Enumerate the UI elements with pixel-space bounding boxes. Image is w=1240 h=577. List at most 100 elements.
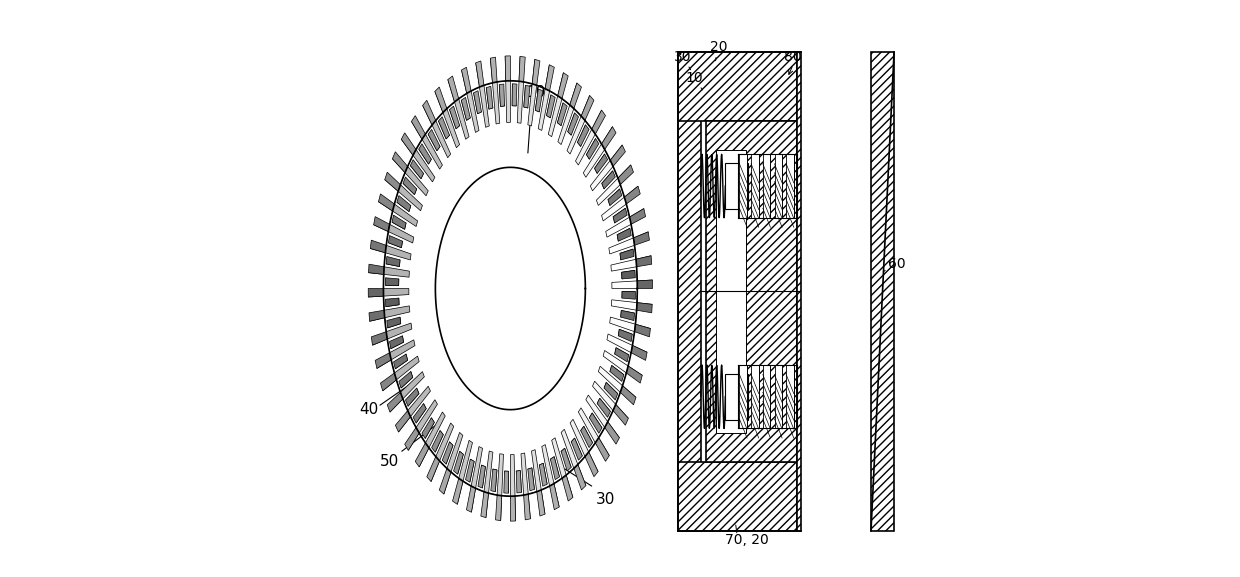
Polygon shape [575, 110, 601, 165]
Polygon shape [601, 171, 615, 189]
Polygon shape [511, 455, 516, 521]
Polygon shape [622, 291, 635, 299]
Polygon shape [589, 413, 601, 428]
Polygon shape [477, 465, 485, 488]
Polygon shape [589, 413, 601, 433]
Polygon shape [551, 456, 559, 477]
Polygon shape [562, 429, 587, 486]
Polygon shape [461, 70, 479, 133]
Polygon shape [465, 459, 474, 482]
Polygon shape [610, 145, 625, 166]
Bar [725, 163, 749, 209]
Polygon shape [403, 183, 417, 194]
Polygon shape [425, 418, 434, 439]
Polygon shape [370, 310, 384, 321]
Polygon shape [560, 448, 572, 467]
Polygon shape [386, 256, 401, 267]
Polygon shape [610, 317, 651, 332]
Polygon shape [630, 208, 646, 224]
Polygon shape [542, 444, 559, 507]
Polygon shape [461, 98, 470, 121]
Polygon shape [368, 264, 384, 275]
Polygon shape [454, 451, 464, 474]
Text: 70, 20: 70, 20 [725, 533, 769, 546]
Polygon shape [560, 448, 572, 471]
Polygon shape [634, 232, 650, 245]
Polygon shape [392, 215, 405, 229]
Polygon shape [503, 471, 508, 493]
Polygon shape [391, 336, 403, 349]
Polygon shape [497, 454, 503, 520]
Polygon shape [412, 115, 425, 139]
Polygon shape [448, 76, 459, 102]
Polygon shape [410, 160, 424, 179]
Polygon shape [594, 154, 605, 174]
Polygon shape [511, 496, 516, 521]
Polygon shape [474, 93, 481, 114]
Polygon shape [596, 165, 631, 205]
Polygon shape [537, 490, 546, 516]
Polygon shape [466, 486, 476, 512]
Polygon shape [618, 165, 634, 185]
Polygon shape [621, 270, 635, 279]
Polygon shape [446, 442, 453, 464]
Polygon shape [620, 249, 634, 260]
Polygon shape [373, 224, 414, 243]
Polygon shape [598, 398, 610, 411]
Polygon shape [569, 83, 582, 108]
Polygon shape [439, 121, 450, 139]
Polygon shape [562, 475, 573, 501]
Polygon shape [500, 84, 505, 106]
Polygon shape [604, 383, 618, 394]
Polygon shape [570, 419, 598, 471]
Polygon shape [552, 438, 573, 497]
Polygon shape [585, 395, 620, 438]
Polygon shape [574, 464, 587, 490]
Polygon shape [384, 172, 401, 192]
Polygon shape [490, 57, 497, 83]
Polygon shape [572, 438, 583, 456]
Polygon shape [548, 73, 563, 137]
Polygon shape [486, 87, 492, 109]
Polygon shape [572, 438, 583, 460]
Polygon shape [594, 154, 608, 174]
Polygon shape [591, 110, 605, 134]
Polygon shape [604, 383, 618, 400]
Polygon shape [376, 353, 391, 369]
Polygon shape [410, 166, 424, 179]
Text: 60: 60 [888, 257, 906, 271]
Polygon shape [601, 186, 639, 221]
Polygon shape [538, 65, 549, 130]
Polygon shape [621, 270, 635, 279]
Bar [739, 154, 746, 218]
Polygon shape [435, 91, 460, 148]
Polygon shape [601, 171, 613, 189]
Bar [763, 154, 770, 218]
Polygon shape [419, 412, 445, 467]
Polygon shape [532, 59, 539, 85]
Polygon shape [387, 392, 403, 412]
Polygon shape [619, 329, 632, 336]
Polygon shape [622, 291, 635, 298]
Polygon shape [505, 471, 508, 493]
Polygon shape [619, 329, 632, 342]
Polygon shape [615, 348, 629, 355]
Polygon shape [368, 288, 409, 297]
Polygon shape [386, 298, 399, 307]
Polygon shape [435, 87, 446, 113]
Polygon shape [471, 447, 482, 512]
Polygon shape [516, 471, 522, 492]
Polygon shape [392, 222, 405, 229]
Polygon shape [387, 317, 401, 328]
Text: 20: 20 [711, 40, 728, 54]
Polygon shape [371, 245, 410, 260]
Text: 40: 40 [360, 402, 378, 417]
Polygon shape [605, 422, 620, 444]
Bar [678, 52, 797, 121]
Polygon shape [419, 144, 432, 164]
Polygon shape [402, 139, 435, 182]
Polygon shape [532, 449, 546, 514]
Polygon shape [608, 189, 621, 205]
Polygon shape [558, 73, 568, 99]
Polygon shape [599, 366, 636, 398]
